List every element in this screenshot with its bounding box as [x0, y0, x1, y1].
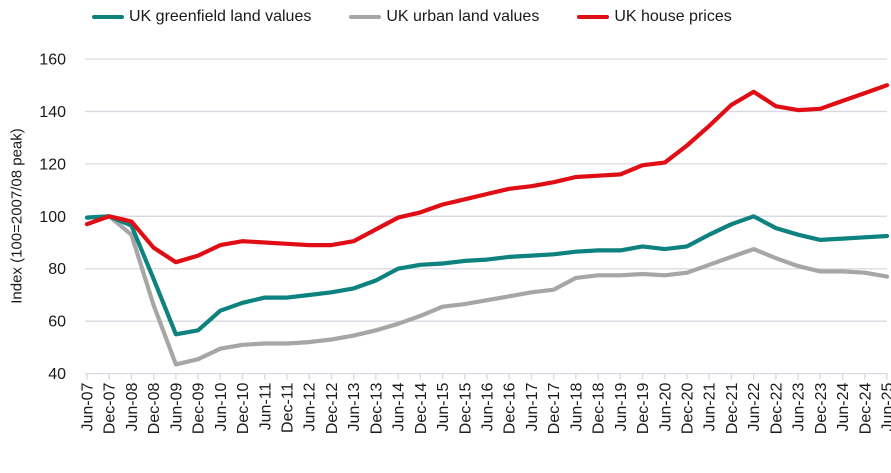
x-tick-label: Jun-12	[302, 382, 319, 431]
y-tick-label: 40	[48, 366, 66, 383]
legend-line-swatch-urban-icon	[349, 14, 382, 20]
x-tick-label: Jun-25	[880, 382, 891, 431]
series-line-uk-house-prices	[84, 83, 890, 265]
x-tick-label: Jun-20	[657, 382, 674, 431]
legend-item-greenfield: UK greenfield land values	[92, 8, 311, 26]
legend-item-house-prices: UK house prices	[577, 8, 732, 26]
x-tick-label: Jun-07	[80, 382, 97, 431]
x-tick-label: Jun-24	[835, 382, 852, 431]
legend-line-swatch-house-prices-icon	[577, 14, 610, 20]
x-tick-label: Dec-11	[280, 382, 297, 432]
x-tick-label: Jun-18	[568, 382, 585, 431]
x-tick-label: Dec-16	[502, 382, 519, 434]
series-line-uk-urban-land-values	[84, 214, 890, 367]
x-tick-label: Dec-12	[324, 382, 341, 434]
x-tick-label: Dec-13	[368, 382, 385, 434]
y-axis-title: Index (100=2007/08 peak)	[8, 128, 26, 304]
y-tick-label: 140	[39, 104, 66, 121]
x-tick-label: Jun-14	[391, 382, 408, 431]
x-tick-label: Jun-09	[168, 382, 185, 431]
x-tick-label: Dec-10	[235, 382, 252, 434]
x-tick-label: Dec-15	[457, 382, 474, 434]
x-tick-label: Dec-17	[546, 382, 563, 434]
x-tick-label: Jun-10	[213, 382, 230, 431]
legend: UK greenfield land values UK urban land …	[0, 8, 891, 26]
x-tick-label: Dec-19	[635, 382, 652, 434]
x-tick-label: Dec-18	[591, 382, 608, 434]
x-tick-label: Dec-07	[102, 382, 119, 434]
y-tick-label: 160	[39, 52, 66, 69]
y-tick-label: 100	[39, 209, 66, 226]
x-tick-label: Dec-09	[191, 382, 208, 434]
y-tick-label: 80	[48, 261, 66, 278]
x-tick-label: Jun-13	[346, 382, 363, 431]
y-tick-label: 60	[48, 314, 66, 331]
x-tick-label: Dec-21	[724, 382, 741, 434]
x-tick-label: Jun-15	[435, 382, 452, 431]
y-tick-label: 120	[39, 156, 66, 173]
x-tick-label: Dec-14	[413, 382, 430, 434]
x-tick-label: Jun-08	[124, 382, 141, 431]
x-tick-label: Dec-20	[680, 382, 697, 434]
x-tick-label: Dec-08	[146, 382, 163, 434]
legend-item-urban: UK urban land values	[349, 8, 539, 26]
x-tick-label: Jun-19	[613, 382, 630, 431]
x-tick-label: Jun-22	[746, 382, 763, 431]
x-tick-label: Dec-22	[768, 382, 785, 434]
legend-label-urban: UK urban land values	[386, 8, 540, 25]
series-line-uk-greenfield-land-values	[84, 214, 890, 337]
legend-line-swatch-greenfield-icon	[92, 14, 124, 20]
x-tick-label: Jun-16	[480, 382, 497, 431]
x-tick-label: Dec-23	[813, 382, 830, 434]
x-tick-label: Jun-21	[702, 382, 719, 431]
legend-label-house-prices: UK house prices	[614, 8, 732, 25]
x-tick-label: Dec-24	[857, 382, 874, 434]
x-tick-label: Jun-17	[524, 382, 541, 431]
x-tick-label: Jun-11	[257, 382, 274, 430]
legend-label-greenfield: UK greenfield land values	[129, 8, 312, 25]
x-tick-label: Jun-23	[791, 382, 808, 431]
